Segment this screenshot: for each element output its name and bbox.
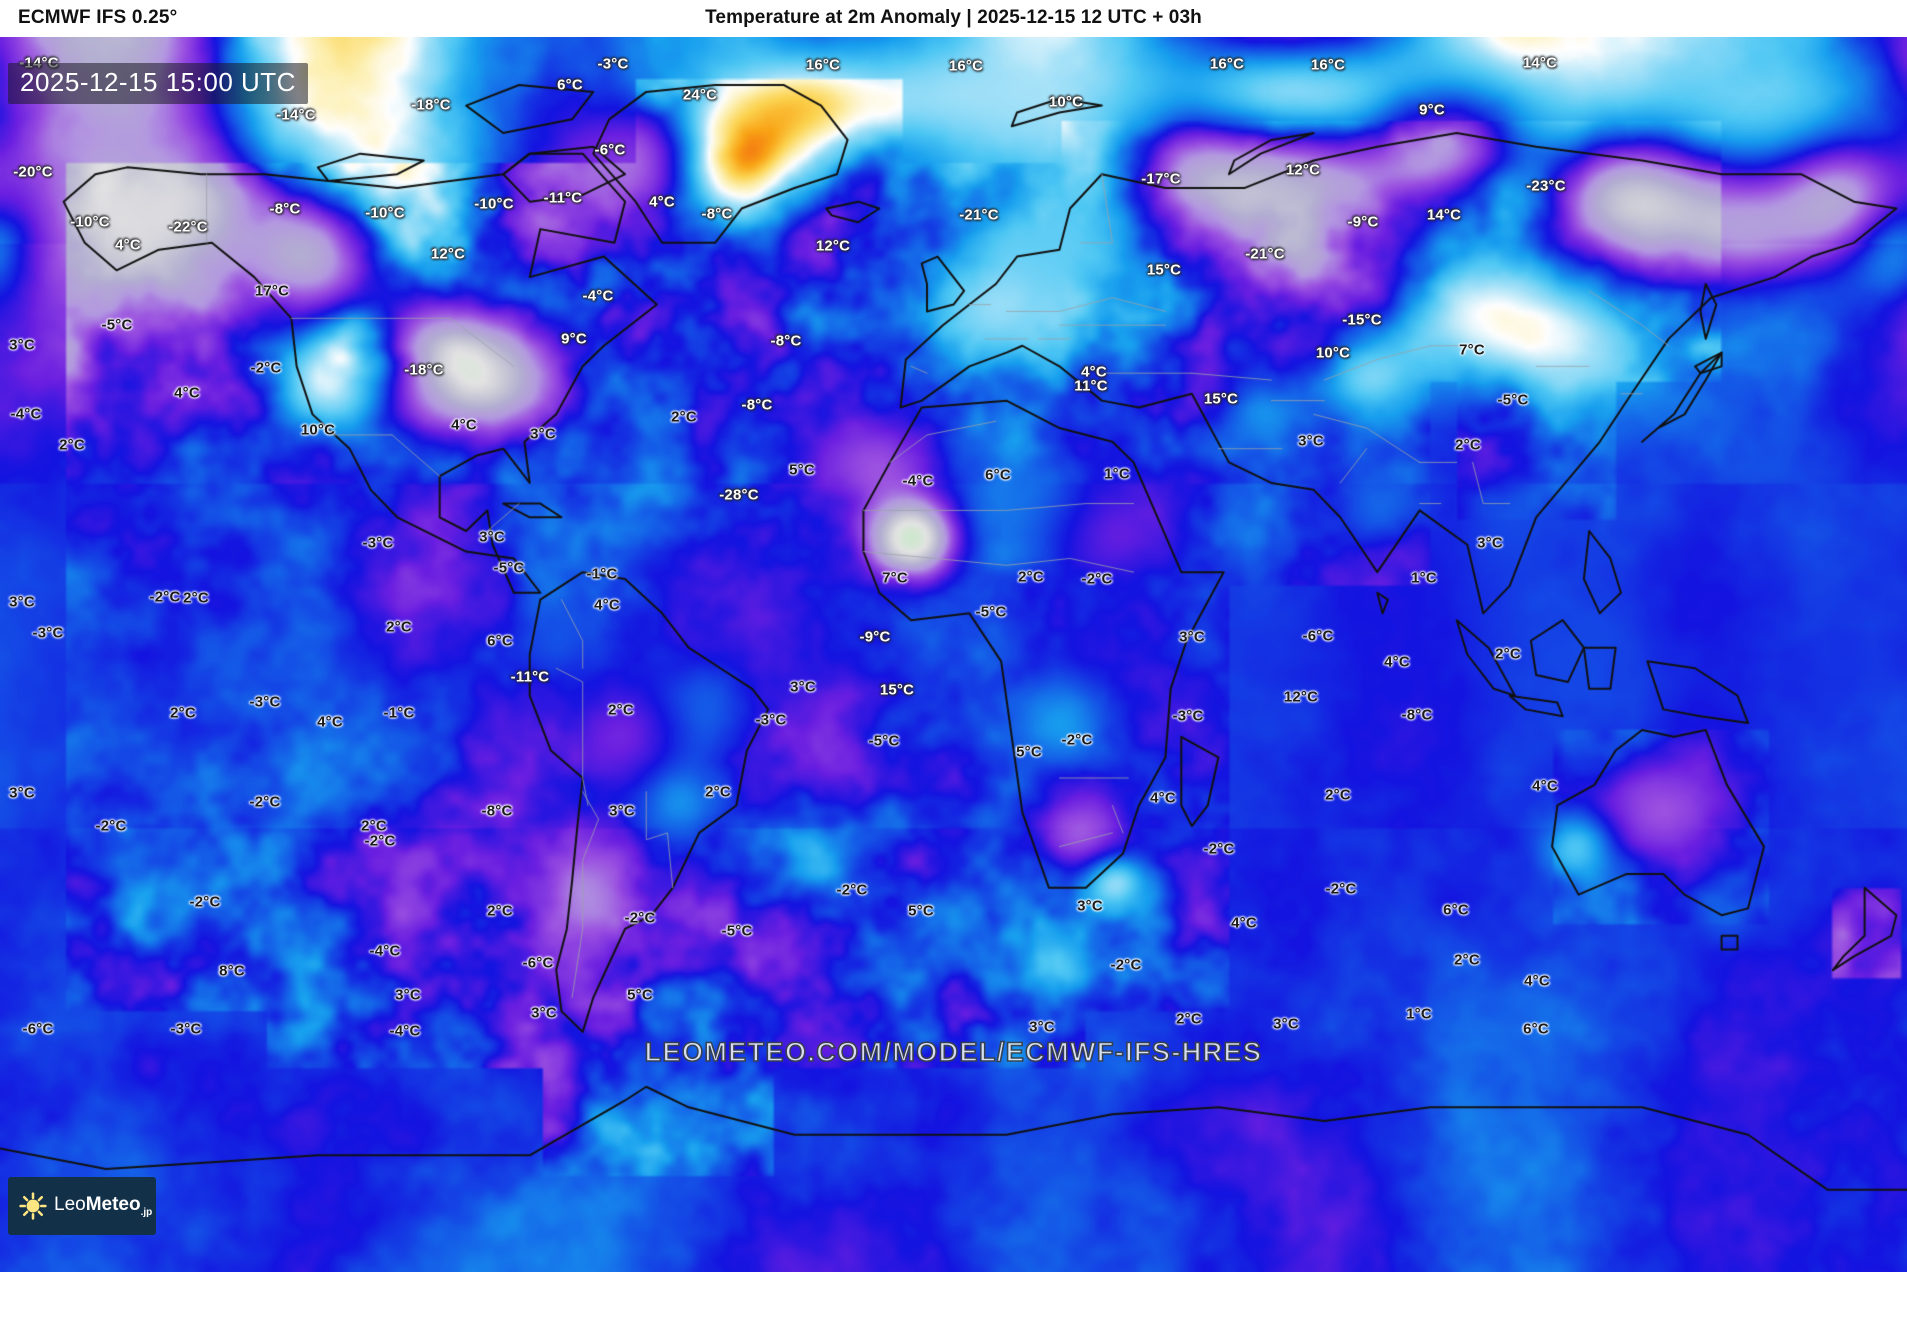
temperature-anomaly-heatmap[interactable] [0, 37, 1907, 1272]
logo-text-leo: Leo [54, 1194, 86, 1216]
header-bar: ECMWF IFS 0.25° Temperature at 2m Anomal… [0, 0, 1907, 37]
logo-text-meteo: Meteo [85, 1194, 141, 1216]
sun-icon [19, 1192, 47, 1220]
model-name-label: ECMWF IFS 0.25° [18, 7, 178, 28]
page-title: Temperature at 2m Anomaly | 2025-12-15 1… [705, 7, 1202, 28]
logo-wordmark: LeoMeteo.jp [54, 1194, 152, 1218]
source-watermark: LEOMETEO.COM/MODEL/ECMWF-IFS-HRES [644, 1036, 1263, 1068]
valid-time-overlay: 2025-12-15 15:00 UTC [8, 63, 308, 104]
logo-text-suffix: .jp [140, 1206, 153, 1218]
map-viewport[interactable]: -14°C-3°C16°C16°C16°C16°C14°C6°C24°C10°C… [0, 37, 1907, 1272]
leometeo-logo[interactable]: LeoMeteo.jp [8, 1177, 156, 1235]
colorbar-area: -24.50 °C −32−24−16−808162432 25.10 °C Z… [0, 1272, 1907, 1338]
